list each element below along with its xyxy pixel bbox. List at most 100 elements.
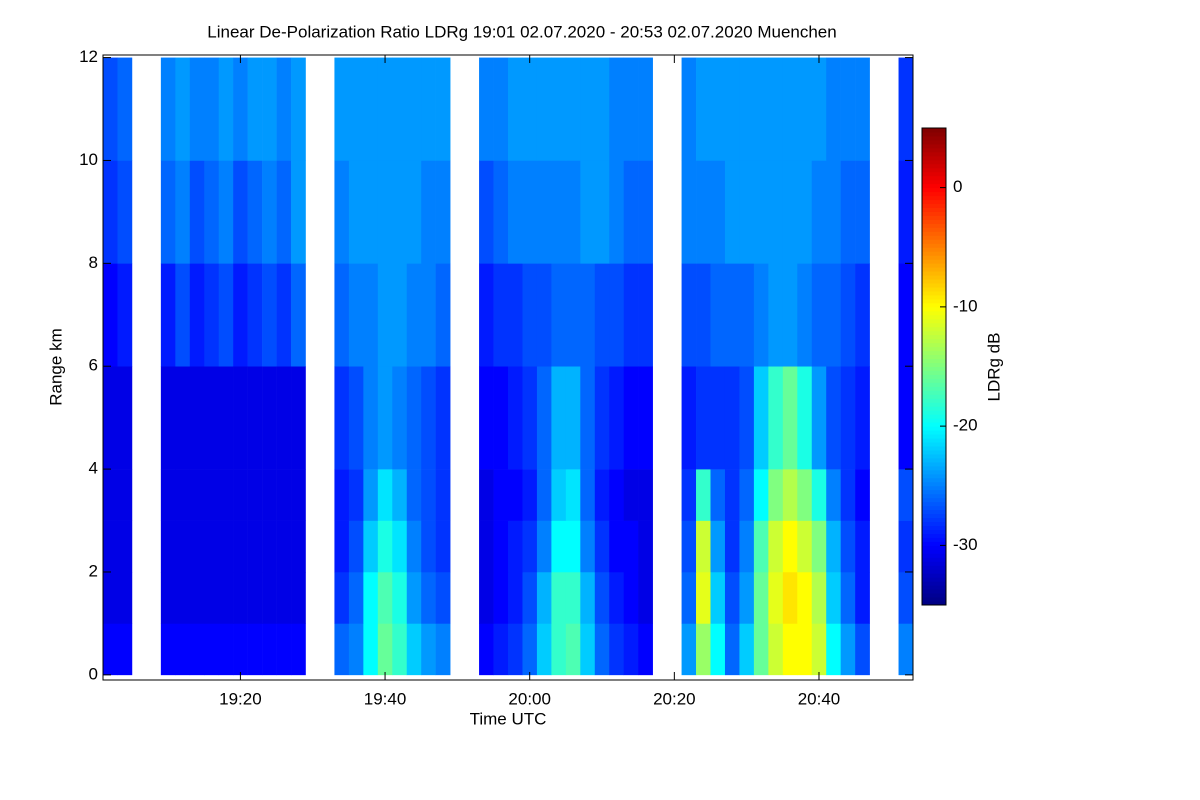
heatmap-cell bbox=[739, 160, 755, 264]
heatmap-cell bbox=[262, 623, 277, 676]
heatmap-cell bbox=[522, 520, 538, 573]
heatmap-cell bbox=[103, 160, 118, 264]
heatmap-cell bbox=[291, 520, 306, 573]
colorbar-step bbox=[922, 497, 946, 503]
heatmap-cell bbox=[103, 263, 118, 367]
heatmap-cell bbox=[710, 263, 726, 367]
heatmap-cell bbox=[493, 571, 509, 624]
heatmap-cell bbox=[392, 57, 408, 161]
heatmap-cell bbox=[160, 57, 176, 161]
colorbar-step bbox=[922, 139, 946, 145]
heatmap-cell bbox=[348, 623, 364, 676]
heatmap-cell bbox=[233, 623, 248, 676]
heatmap-cell bbox=[724, 366, 740, 470]
heatmap-cell bbox=[811, 623, 827, 676]
y-tick-label: 0 bbox=[89, 664, 98, 683]
heatmap-cell bbox=[898, 623, 914, 676]
heatmap-cell bbox=[262, 520, 277, 573]
heatmap-cell bbox=[565, 520, 581, 573]
heatmap-cell bbox=[508, 623, 523, 676]
heatmap-cell bbox=[782, 263, 798, 367]
colorbar-step bbox=[922, 342, 946, 348]
heatmap-cell bbox=[363, 520, 379, 573]
heatmap-cell bbox=[710, 571, 726, 624]
colorbar-step bbox=[922, 553, 946, 558]
heatmap-cell bbox=[580, 263, 596, 367]
heatmap-cell bbox=[262, 571, 277, 624]
heatmap-cell bbox=[855, 469, 870, 521]
heatmap-cell bbox=[175, 623, 191, 676]
heatmap-cell bbox=[204, 469, 220, 521]
heatmap-cell bbox=[377, 366, 393, 470]
y-tick-label: 6 bbox=[89, 356, 98, 375]
plot-frame bbox=[102, 54, 914, 681]
heatmap-cell bbox=[565, 57, 581, 161]
heatmap-cell bbox=[724, 160, 740, 264]
heatmap-cell bbox=[334, 366, 350, 470]
heatmap-cell bbox=[334, 57, 350, 161]
heatmap-cell bbox=[580, 520, 596, 573]
heatmap-cell bbox=[363, 469, 379, 521]
heatmap-cell bbox=[696, 57, 711, 161]
colorbar-step bbox=[922, 557, 946, 562]
heatmap-cell bbox=[247, 571, 263, 624]
heatmap-cell bbox=[840, 469, 856, 521]
x-tick-label: 20:20 bbox=[653, 689, 696, 708]
heatmap-cell bbox=[826, 571, 841, 624]
y-tick-label: 4 bbox=[89, 459, 98, 478]
heatmap-cell bbox=[435, 160, 451, 264]
colorbar-step bbox=[922, 382, 946, 387]
heatmap-cell bbox=[348, 160, 364, 264]
colorbar-step bbox=[922, 390, 946, 395]
heatmap-cell bbox=[594, 571, 610, 624]
heatmap-cell bbox=[768, 263, 784, 367]
heatmap-cell bbox=[421, 623, 436, 676]
heatmap-cell bbox=[334, 160, 350, 264]
heatmap-cell bbox=[681, 160, 697, 264]
heatmap-cell bbox=[739, 57, 755, 161]
colorbar-step bbox=[922, 287, 946, 292]
heatmap-cell bbox=[710, 623, 726, 676]
colorbar-step bbox=[922, 183, 946, 189]
heatmap-cell bbox=[840, 520, 856, 573]
colorbar-step bbox=[922, 171, 946, 177]
y-tick-label: 10 bbox=[79, 150, 98, 169]
heatmap-cell bbox=[276, 469, 292, 521]
heatmap-cell bbox=[160, 366, 176, 470]
colorbar-step bbox=[922, 505, 946, 511]
heatmap-cell bbox=[493, 520, 509, 573]
heatmap-cell bbox=[753, 623, 769, 676]
colorbar-step bbox=[922, 131, 946, 137]
heatmap-cell bbox=[392, 571, 408, 624]
heatmap-cell bbox=[782, 469, 798, 521]
colorbar-step bbox=[922, 163, 946, 169]
colorbar-step bbox=[922, 334, 946, 340]
colorbar-step bbox=[922, 457, 946, 463]
colorbar-step bbox=[922, 159, 946, 165]
colorbar-step bbox=[922, 259, 946, 264]
heatmap-cell bbox=[565, 263, 581, 367]
x-tick-label: 19:40 bbox=[364, 689, 407, 708]
colorbar-step bbox=[922, 167, 946, 173]
heatmap-cell bbox=[797, 160, 813, 264]
heatmap-cell bbox=[696, 469, 711, 521]
colorbar-step bbox=[922, 549, 946, 554]
y-axis-label: Range km bbox=[46, 328, 65, 405]
heatmap-cell bbox=[247, 469, 263, 521]
heatmap-cell bbox=[681, 571, 697, 624]
heatmap-cell bbox=[840, 57, 856, 161]
heatmap-cell bbox=[580, 57, 596, 161]
heatmap-cell bbox=[551, 263, 567, 367]
colorbar-step bbox=[922, 306, 946, 312]
heatmap-cell bbox=[377, 571, 393, 624]
heatmap-cell bbox=[855, 571, 870, 624]
colorbar-step bbox=[922, 394, 946, 399]
heatmap-cell bbox=[189, 366, 205, 470]
heatmap-cell bbox=[493, 160, 509, 264]
heatmap-cell bbox=[406, 520, 422, 573]
heatmap-cell bbox=[508, 366, 523, 470]
colorbar-step bbox=[922, 175, 946, 181]
heatmap-cell bbox=[710, 160, 726, 264]
heatmap-cell bbox=[724, 469, 740, 521]
colorbar-step bbox=[922, 330, 946, 336]
